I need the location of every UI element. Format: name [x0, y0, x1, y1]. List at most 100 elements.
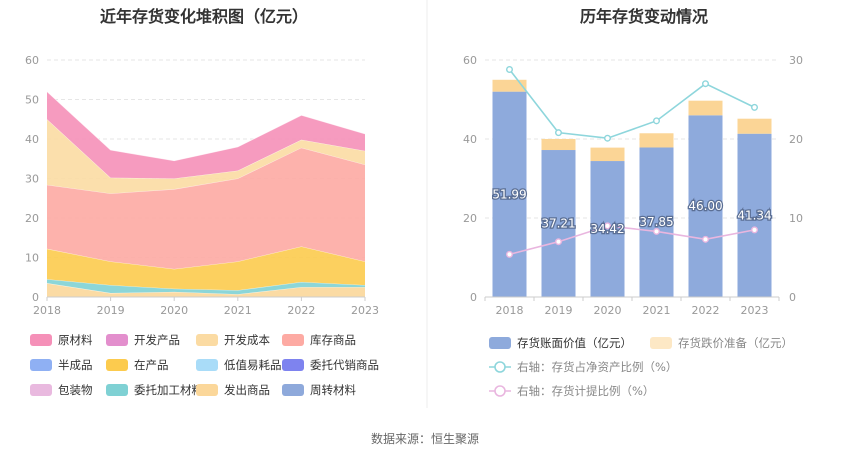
legend-label: 包装物: [58, 383, 93, 397]
line-inventory-ratio: [508, 68, 755, 140]
left-chart-axes: 0 10 20 30 40 50 60 2018 2019 2020 2021 2022 2023: [25, 54, 379, 317]
bar-book-value: [688, 115, 723, 297]
bar-value-label: 51.99: [492, 187, 526, 201]
bar-book-value: [737, 133, 772, 297]
left-chart-title: 近年存货变化堆积图（亿元）: [100, 7, 308, 26]
right-y-tick-label: 40: [463, 133, 477, 146]
left-x-tick-label: 2021: [224, 304, 252, 317]
point-provision-ratio: [751, 226, 759, 234]
right-chart-title: 历年存货变动情况: [580, 7, 708, 26]
point-inventory-ratio: [604, 134, 612, 142]
legend-label: 库存商品: [310, 333, 356, 347]
line-provision-ratio: [509, 225, 755, 256]
point-provision-ratio: [653, 227, 661, 235]
bar-impairment: [737, 118, 772, 134]
right-chart-lines: [506, 65, 759, 258]
legend-swatch: [282, 359, 304, 371]
right-chart-bars: [492, 79, 772, 298]
right-x-tick-label: 2022: [692, 304, 720, 317]
bar-impairment: [541, 138, 576, 151]
legend-swatch: [282, 384, 304, 396]
bar-value-label: 37.85: [639, 215, 673, 229]
left-y-tick-label: 0: [32, 291, 39, 304]
left-y-tick-label: 10: [25, 252, 39, 265]
left-y-tick-label: 50: [25, 94, 39, 107]
bar-value-label: 46.00: [688, 199, 722, 213]
left-y-tick-label: 20: [25, 212, 39, 225]
area-series: [47, 246, 365, 291]
point-provision-ratio: [702, 235, 710, 243]
legend-swatch: [196, 334, 218, 346]
point-inventory-ratio: [751, 103, 759, 111]
legend-swatch: [30, 334, 52, 346]
point-inventory-ratio: [506, 65, 514, 73]
point-inventory-ratio: [702, 80, 710, 88]
bar-value-label: 41.34: [737, 208, 771, 222]
area-series: [47, 279, 365, 295]
area-series: [47, 91, 365, 179]
legend-swatch: [106, 334, 128, 346]
point-provision-ratio: [604, 222, 612, 230]
point-inventory-ratio: [653, 117, 661, 125]
legend-swatch: [30, 384, 52, 396]
legend-label: 存货跌价准备（亿元）: [678, 336, 793, 350]
left-y-tick-label: 30: [25, 173, 39, 186]
legend-swatch: [489, 337, 511, 349]
legend-swatch: [196, 384, 218, 396]
legend-line-marker: [494, 385, 506, 397]
right-chart-bar-labels: 51.99 37.21 34.42 37.85 46.00 41.34: [491, 186, 773, 237]
bar-value-label: 34.42: [590, 222, 624, 236]
bar-book-value: [492, 91, 527, 298]
bar-book-value: [541, 150, 576, 297]
left-x-tick-label: 2020: [160, 304, 188, 317]
right-y2-tick-label: 10: [789, 212, 803, 225]
area-series: [47, 119, 365, 194]
left-x-tick-label: 2019: [97, 304, 125, 317]
data-source: 数据来源：恒生聚源: [371, 431, 479, 446]
right-chart-axes: 0 20 40 60 0 10 20 30 2018 2019 2020 2021 2022 2023: [463, 54, 803, 317]
legend-label: 右轴：存货计提比例（%）: [517, 384, 654, 398]
legend-label: 开发产品: [134, 333, 180, 347]
right-x-tick-label: 2018: [496, 304, 524, 317]
legend-label: 发出商品: [224, 383, 270, 397]
legend-label: 存货账面价值（亿元）: [517, 336, 632, 350]
bar-impairment: [492, 79, 527, 92]
legend-swatch: [650, 337, 672, 349]
legend-label: 在产品: [134, 358, 169, 372]
legend-label: 原材料: [58, 333, 93, 347]
left-chart-areas: [46, 91, 366, 297]
right-y-tick-label: 0: [470, 291, 477, 304]
legend-label: 周转材料: [310, 383, 356, 397]
left-x-tick-label: 2023: [351, 304, 379, 317]
right-y-tick-label: 60: [463, 54, 477, 67]
area-series: [47, 147, 365, 269]
left-y-tick-label: 60: [25, 54, 39, 67]
legend-label: 右轴：存货占净资产比例（%）: [517, 360, 677, 374]
legend-label: 低值易耗品: [224, 358, 282, 372]
right-chart-legend: 存货账面价值（亿元） 存货跌价准备（亿元）右轴：存货占净资产比例（%） 右轴：存货计…: [489, 336, 793, 398]
right-y2-tick-label: 30: [789, 54, 803, 67]
bar-book-value: [639, 147, 674, 297]
right-x-tick-label: 2020: [594, 304, 622, 317]
legend-swatch: [106, 384, 128, 396]
area-series-edge: [46, 91, 366, 162]
legend-line-marker: [494, 361, 506, 373]
bar-impairment: [590, 147, 625, 162]
right-x-tick-label: 2023: [741, 304, 769, 317]
legend-label: 委托加工材料: [134, 383, 203, 397]
bar-value-label: 37.21: [541, 217, 575, 231]
legend-swatch: [282, 334, 304, 346]
legend-swatch: [196, 359, 218, 371]
right-x-tick-label: 2019: [545, 304, 573, 317]
legend-swatch: [106, 359, 128, 371]
point-provision-ratio: [555, 238, 563, 246]
right-y2-tick-label: 20: [789, 133, 803, 146]
legend-swatch: [30, 359, 52, 371]
right-y-tick-label: 20: [463, 212, 477, 225]
bar-impairment: [688, 100, 723, 116]
left-y-tick-label: 40: [25, 133, 39, 146]
legend-label: 委托代销商品: [310, 358, 379, 372]
point-provision-ratio: [506, 250, 514, 258]
